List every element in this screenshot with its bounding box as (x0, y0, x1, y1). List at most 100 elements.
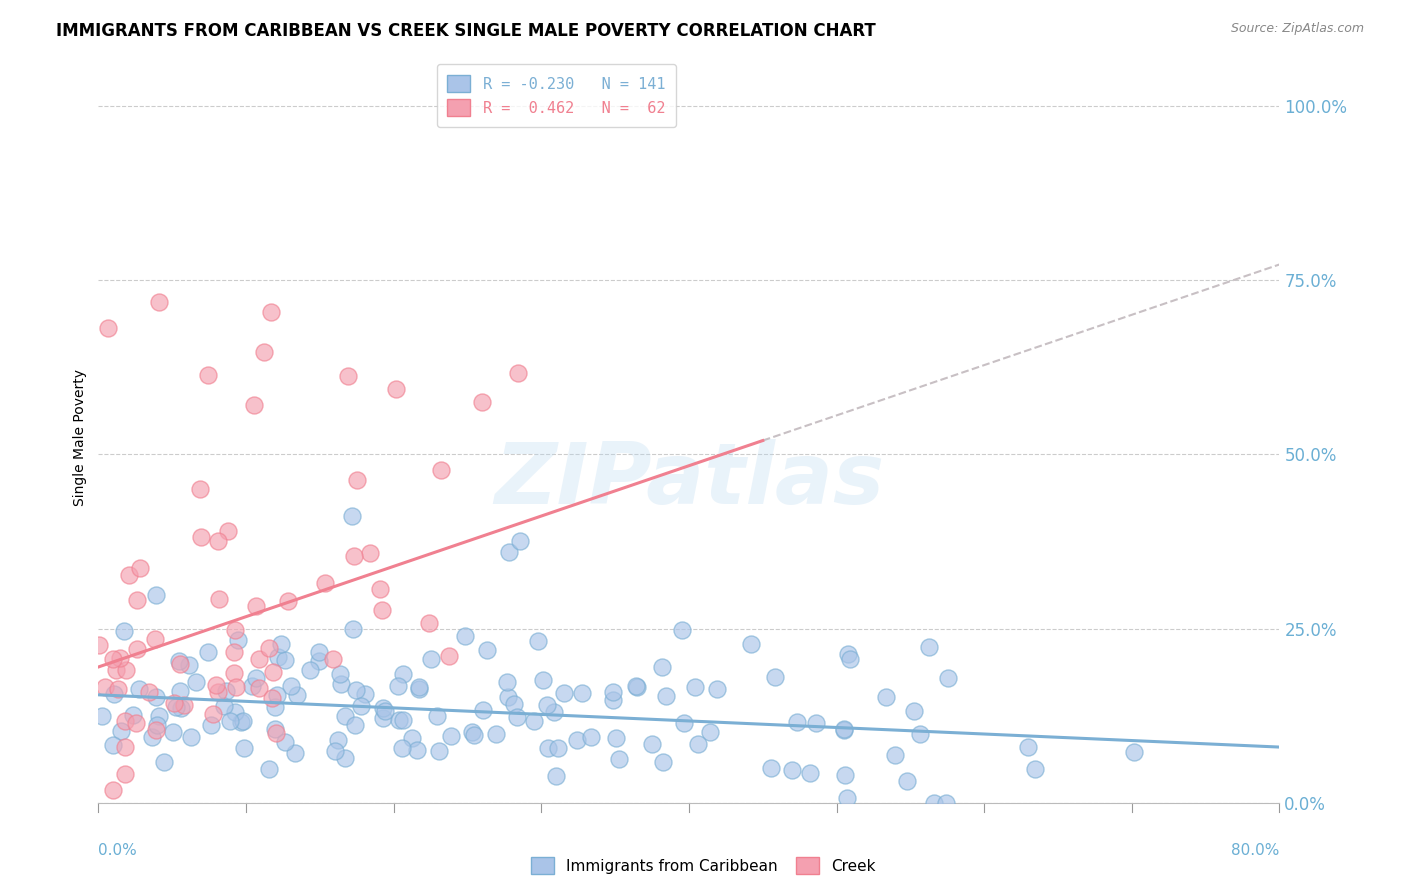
Point (335, 709, 357, 723)
Point (471, 395, 494, 409)
Legend: R = -0.230   N = 141, R =  0.462   N =  62: R = -0.230 N = 141, R = 0.462 N = 62 (437, 64, 676, 127)
Point (226, 633, 249, 648)
Point (408, 680, 430, 694)
Point (495, 675, 517, 690)
Point (685, 681, 707, 695)
Point (165, 700, 187, 714)
Point (245, 599, 267, 613)
Point (148, 295, 170, 310)
Point (299, 663, 322, 677)
Point (1024, 762, 1046, 776)
Point (506, 366, 529, 380)
Point (280, 679, 302, 693)
Point (387, 679, 409, 693)
Point (834, 723, 856, 737)
Point (270, 637, 292, 651)
Point (262, 665, 284, 679)
Point (170, 700, 193, 714)
Point (224, 705, 246, 719)
Point (138, 685, 160, 699)
Point (322, 651, 344, 665)
Point (543, 705, 565, 719)
Point (780, 763, 803, 777)
Point (761, 761, 783, 775)
Point (180, 731, 202, 745)
Point (460, 725, 482, 739)
Point (284, 746, 307, 760)
Point (498, 544, 520, 558)
Point (837, 790, 859, 805)
Point (145, 723, 167, 738)
Point (145, 718, 167, 732)
Point (108, 650, 131, 665)
Point (531, 673, 554, 688)
Point (391, 741, 413, 756)
Point (485, 727, 508, 741)
Point (607, 752, 630, 766)
Point (103, 738, 125, 752)
Point (129, 561, 152, 575)
Point (935, 796, 957, 810)
Point (553, 686, 575, 700)
Point (224, 645, 246, 659)
Point (148, 709, 170, 723)
Point (163, 696, 186, 710)
Point (207, 685, 229, 699)
Point (200, 718, 222, 732)
Point (143, 632, 166, 647)
Point (884, 747, 907, 762)
Point (125, 642, 148, 657)
Point (104, 663, 127, 677)
Point (90, 709, 112, 723)
Point (371, 700, 394, 714)
Text: Source: ZipAtlas.com: Source: ZipAtlas.com (1230, 22, 1364, 36)
Point (274, 735, 297, 749)
Point (329, 667, 352, 681)
Point (359, 546, 381, 560)
Point (370, 582, 392, 596)
Point (263, 722, 285, 736)
Point (323, 743, 346, 757)
Point (243, 398, 266, 412)
Point (544, 768, 567, 782)
Point (262, 690, 284, 705)
Point (247, 652, 270, 666)
Point (308, 654, 330, 668)
Point (232, 740, 254, 755)
Point (264, 726, 287, 740)
Point (101, 652, 124, 666)
Point (274, 653, 297, 667)
Text: 0.0%: 0.0% (98, 843, 138, 858)
Point (536, 698, 558, 713)
Point (240, 679, 263, 693)
Point (401, 731, 423, 746)
Y-axis label: Single Male Poverty: Single Male Poverty (73, 368, 87, 506)
Point (264, 700, 287, 714)
Point (162, 725, 184, 739)
Point (602, 685, 624, 699)
Point (197, 645, 219, 659)
Point (343, 549, 366, 563)
Point (765, 670, 787, 684)
Point (125, 592, 148, 607)
Point (440, 730, 463, 744)
Point (786, 715, 808, 730)
Point (671, 623, 693, 637)
Point (536, 740, 558, 755)
Point (699, 725, 721, 739)
Point (87, 638, 110, 652)
Point (370, 602, 392, 616)
Point (224, 666, 246, 681)
Point (506, 710, 529, 724)
Point (924, 796, 946, 810)
Legend: Immigrants from Caribbean, Creek: Immigrants from Caribbean, Creek (524, 851, 882, 880)
Point (426, 708, 449, 723)
Point (651, 755, 673, 769)
Point (266, 650, 288, 665)
Point (651, 660, 673, 674)
Point (114, 767, 136, 781)
Point (903, 704, 925, 718)
Point (128, 681, 150, 696)
Point (371, 711, 394, 725)
Point (838, 651, 860, 665)
